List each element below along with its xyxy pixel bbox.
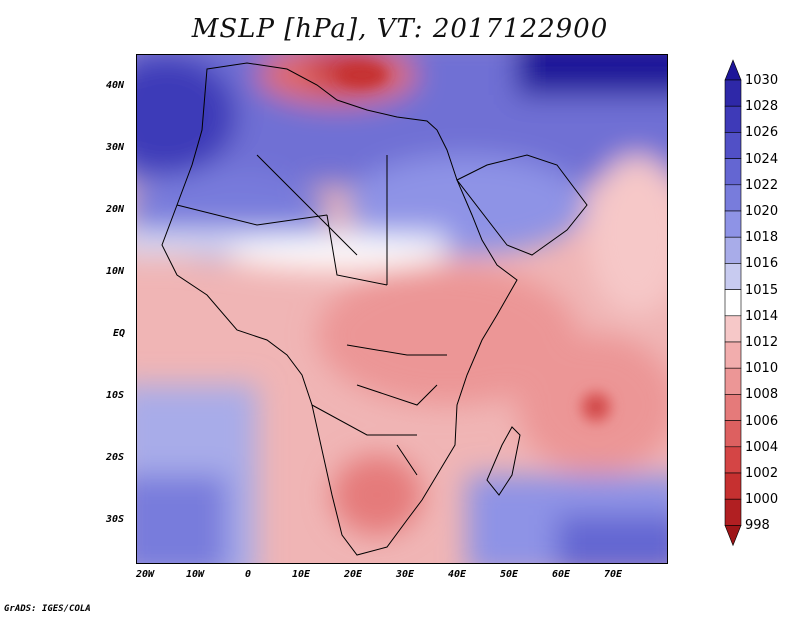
colorbar-cell [724, 341, 742, 369]
colorbar-label: 1022 [745, 177, 779, 193]
colorbar-label: 1015 [745, 282, 779, 298]
x-tick-label: 30E [396, 569, 415, 580]
x-tick-label: 40E [448, 569, 467, 580]
colorbar-label: 1002 [745, 466, 779, 481]
colorbar-label: 1018 [745, 230, 779, 246]
colorbar-label: 1020 [745, 204, 779, 219]
colorbar-label: 1026 [745, 125, 779, 141]
y-tick-label: 10N [106, 266, 125, 277]
x-tick-label: 70E [604, 569, 623, 580]
colorbar-cell [724, 59, 742, 81]
y-tick-label: 20N [106, 204, 125, 215]
colorbar-label: 1004 [745, 439, 779, 455]
y-tick-label: 20S [106, 452, 125, 463]
colorbar-cell [724, 210, 742, 238]
colorbar-label: 1006 [745, 413, 779, 429]
colorbar-label: 1010 [745, 361, 779, 377]
colorbar-cell [724, 446, 742, 474]
colorbar-label: 1028 [745, 99, 779, 115]
colorbar [724, 59, 742, 547]
coastlines [161, 62, 588, 556]
y-tick-label: 40N [106, 80, 125, 91]
colorbar-cell [724, 420, 742, 448]
x-tick-label: 0 [245, 569, 252, 580]
colorbar-cell [724, 79, 742, 107]
colorbar-label: 1000 [745, 492, 779, 508]
colorbar-label: 1014 [745, 308, 779, 324]
y-tick-label: 30N [106, 142, 125, 153]
colorbar-cell [724, 289, 742, 317]
colorbar-cell [724, 394, 742, 421]
y-tick-label: EQ [113, 328, 126, 339]
colorbar-label: 1024 [745, 151, 779, 167]
colorbar-label: 1008 [745, 387, 779, 403]
colorbar-cell [724, 236, 742, 264]
colorbar-label: 998 [745, 518, 770, 534]
mslp-map [136, 54, 668, 564]
colorbar-cell [724, 315, 742, 343]
x-tick-label: 10W [186, 569, 205, 580]
colorbar-cell [724, 498, 742, 526]
y-tick-label: 10S [106, 390, 125, 401]
colorbar-cell [724, 525, 742, 547]
x-tick-label: 10E [292, 569, 311, 580]
colorbar-cell [724, 367, 742, 395]
colorbar-cell [724, 132, 742, 159]
mslp-field [137, 55, 667, 563]
colorbar-cell [724, 105, 742, 133]
colorbar-label: 1030 [745, 73, 779, 88]
x-tick-label: 60E [552, 569, 571, 580]
map-title: MSLP [hPa], VT: 2017122900 [191, 14, 609, 44]
y-tick-label: 30S [106, 514, 125, 525]
colorbar-cell [724, 184, 742, 212]
x-tick-label: 20W [136, 569, 155, 580]
colorbar-cell [724, 472, 742, 500]
x-tick-label: 20E [344, 569, 363, 580]
colorbar-cell [724, 263, 742, 290]
colorbar-label: 1012 [745, 335, 779, 350]
colorbar-cell [724, 158, 742, 186]
credit-text: GrADS: IGES/COLA [4, 604, 91, 614]
x-tick-label: 50E [500, 569, 519, 580]
colorbar-label: 1016 [745, 256, 779, 272]
